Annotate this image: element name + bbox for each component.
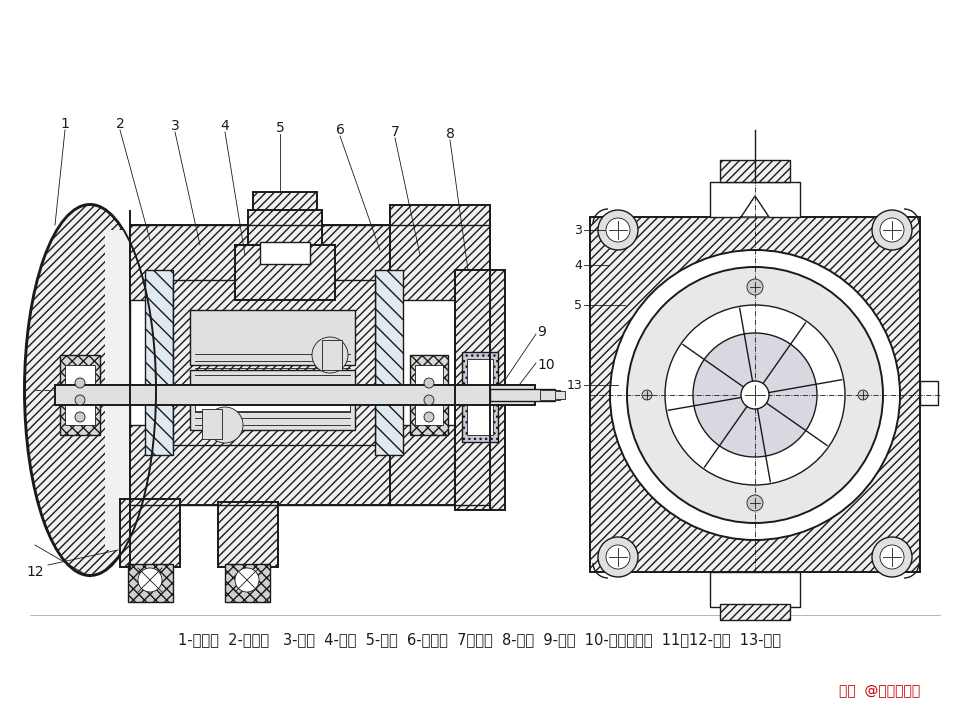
Bar bbox=[920, 381, 938, 405]
Circle shape bbox=[747, 279, 763, 295]
Text: 12: 12 bbox=[26, 565, 44, 579]
Circle shape bbox=[75, 412, 85, 422]
Bar bbox=[195, 392, 350, 412]
Bar bbox=[540, 390, 560, 400]
Text: 2: 2 bbox=[115, 117, 125, 131]
Circle shape bbox=[880, 218, 904, 242]
Bar bbox=[590, 217, 920, 572]
Bar bbox=[190, 310, 355, 365]
Text: 1: 1 bbox=[60, 117, 69, 131]
Bar bbox=[720, 604, 790, 620]
Circle shape bbox=[75, 395, 85, 405]
Circle shape bbox=[235, 568, 259, 592]
Text: 5: 5 bbox=[574, 299, 582, 312]
Circle shape bbox=[598, 210, 638, 250]
Bar bbox=[55, 385, 535, 405]
Text: 8: 8 bbox=[445, 127, 454, 141]
Text: 7: 7 bbox=[391, 125, 399, 139]
Text: 4: 4 bbox=[574, 258, 582, 271]
Circle shape bbox=[610, 250, 900, 540]
Text: 1-前泵体  2-配流盘   3-转子  4-定子  5-叶片  6-配流盘  7后泵体  8-端盖  9-主轴  10-密封防尘圈  11、12-轴承  13: 1-前泵体 2-配流盘 3-转子 4-定子 5-叶片 6-配流盘 7后泵体 8-… bbox=[179, 632, 781, 647]
Circle shape bbox=[75, 378, 85, 388]
Circle shape bbox=[606, 545, 630, 569]
Bar bbox=[415, 365, 443, 425]
Circle shape bbox=[207, 407, 243, 443]
Circle shape bbox=[880, 545, 904, 569]
Bar bbox=[260, 242, 310, 264]
Circle shape bbox=[424, 378, 434, 388]
Bar bbox=[390, 205, 490, 505]
Bar bbox=[225, 564, 270, 602]
Bar bbox=[710, 572, 800, 607]
Circle shape bbox=[858, 390, 868, 400]
Circle shape bbox=[312, 337, 348, 373]
Circle shape bbox=[665, 305, 845, 485]
Bar bbox=[462, 352, 498, 442]
Circle shape bbox=[598, 537, 638, 577]
Bar bbox=[490, 389, 555, 401]
Bar bbox=[173, 280, 375, 445]
Polygon shape bbox=[741, 196, 769, 217]
Bar bbox=[710, 182, 800, 217]
Bar bbox=[65, 365, 95, 425]
Text: 头条  @一位工程师: 头条 @一位工程师 bbox=[839, 684, 920, 698]
Text: 13: 13 bbox=[566, 379, 582, 392]
Text: 4: 4 bbox=[221, 119, 229, 133]
Text: 10: 10 bbox=[537, 358, 555, 372]
Text: 5: 5 bbox=[276, 121, 284, 135]
Bar bbox=[128, 564, 173, 602]
Text: 11: 11 bbox=[537, 391, 555, 405]
Circle shape bbox=[424, 395, 434, 405]
Bar bbox=[455, 270, 505, 510]
Bar bbox=[410, 355, 448, 435]
Circle shape bbox=[872, 210, 912, 250]
Circle shape bbox=[872, 537, 912, 577]
Bar bbox=[720, 160, 790, 182]
Bar bbox=[130, 225, 470, 305]
Bar bbox=[555, 391, 565, 399]
Text: 3: 3 bbox=[171, 119, 180, 133]
Circle shape bbox=[741, 381, 769, 409]
Bar bbox=[202, 409, 222, 439]
Circle shape bbox=[747, 495, 763, 511]
Bar bbox=[130, 425, 470, 505]
Bar bbox=[190, 370, 355, 430]
Circle shape bbox=[627, 267, 883, 523]
Ellipse shape bbox=[25, 205, 155, 575]
Bar bbox=[322, 340, 342, 370]
Bar bbox=[145, 270, 173, 455]
Bar bbox=[248, 210, 322, 245]
Bar bbox=[467, 359, 493, 435]
Circle shape bbox=[693, 333, 817, 457]
Circle shape bbox=[424, 412, 434, 422]
Circle shape bbox=[138, 568, 162, 592]
Text: 6: 6 bbox=[336, 123, 345, 137]
Circle shape bbox=[606, 218, 630, 242]
Text: 3: 3 bbox=[574, 223, 582, 236]
Bar bbox=[130, 300, 470, 425]
Bar bbox=[235, 245, 335, 300]
Bar bbox=[60, 355, 100, 435]
Bar bbox=[375, 270, 403, 455]
Bar bbox=[253, 192, 317, 210]
Bar bbox=[120, 499, 180, 567]
Bar bbox=[218, 502, 278, 567]
Circle shape bbox=[642, 390, 652, 400]
Bar bbox=[105, 230, 145, 550]
Text: 9: 9 bbox=[537, 325, 546, 339]
